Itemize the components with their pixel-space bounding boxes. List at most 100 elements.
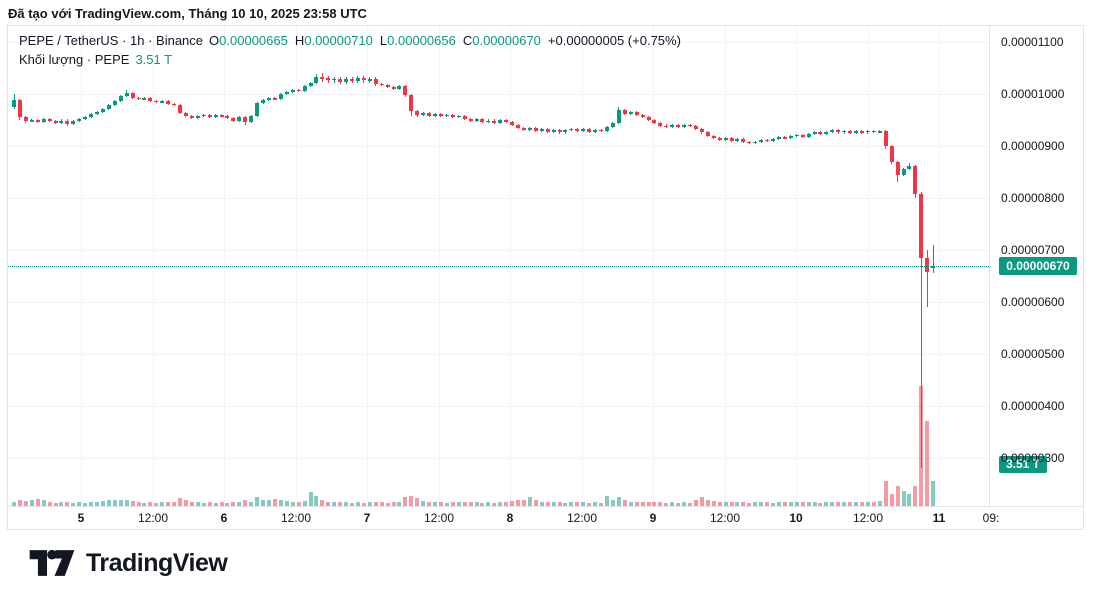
candle-body bbox=[818, 132, 823, 135]
candle-body bbox=[338, 78, 343, 82]
time-axis[interactable]: 5 12:00 6 12:00 7 12:00 8 12:00 9 12:00 10 12:00 11 0… bbox=[8, 506, 1083, 529]
candle-body bbox=[118, 96, 123, 102]
volume-bar bbox=[409, 496, 414, 506]
volume-bar bbox=[557, 502, 562, 506]
tradingview-logo[interactable]: TradingView bbox=[28, 546, 228, 580]
candle-body bbox=[433, 113, 438, 116]
legend-symbol-row[interactable]: PEPE / TetherUS · 1h · Binance O0.0000066… bbox=[19, 31, 681, 50]
candle-body bbox=[581, 129, 586, 132]
volume-bar bbox=[794, 501, 799, 506]
volume-bar bbox=[640, 501, 645, 506]
volume-bar bbox=[622, 500, 627, 506]
time-axis-label: 12:00 bbox=[566, 511, 598, 525]
volume-bar bbox=[195, 502, 200, 506]
candle-body bbox=[593, 129, 598, 132]
candle-body bbox=[747, 141, 752, 144]
volume-bar bbox=[931, 481, 936, 506]
volume-bar bbox=[415, 498, 420, 506]
volume-bar bbox=[308, 492, 313, 506]
volume-bar bbox=[344, 502, 349, 506]
candle-body bbox=[498, 120, 503, 123]
price-axis-label: 0.00000700 bbox=[1001, 243, 1065, 257]
time-axis-label: 11 bbox=[932, 511, 946, 525]
candle-body bbox=[812, 132, 817, 135]
last-price-badge: 0.00000670 bbox=[999, 256, 1077, 275]
candle-wick bbox=[321, 73, 323, 82]
candle-body bbox=[836, 130, 841, 133]
volume-bar bbox=[765, 502, 770, 506]
volume-bar bbox=[201, 503, 206, 506]
volume-bar bbox=[350, 503, 354, 506]
volume-bar bbox=[753, 502, 758, 506]
chart-widget: PEPE / TetherUS · 1h · Binance O0.0000066… bbox=[7, 25, 1084, 530]
low-value: 0.00000656 bbox=[387, 33, 456, 48]
candle-body bbox=[59, 120, 64, 123]
volume-bar bbox=[332, 502, 337, 506]
candle-body bbox=[326, 78, 331, 81]
price-gridline bbox=[8, 250, 989, 251]
symbol-title[interactable]: PEPE / TetherUS · 1h · Binance bbox=[19, 33, 204, 48]
volume-bar bbox=[178, 498, 183, 506]
candle-body bbox=[35, 120, 40, 122]
candle-body bbox=[261, 100, 266, 103]
price-axis[interactable]: 0.00000670 3.51 T 0.00001100 0.00001000 0.… bbox=[989, 26, 1083, 506]
volume-bar bbox=[450, 502, 455, 506]
candle-body bbox=[652, 120, 657, 124]
candle-body bbox=[124, 93, 129, 97]
candle-body bbox=[468, 118, 473, 122]
volume-bar bbox=[545, 502, 550, 506]
volume-bar bbox=[261, 499, 266, 506]
volume-bar bbox=[361, 503, 366, 506]
candle-body bbox=[794, 134, 799, 137]
legend-volume-row[interactable]: Khối lượng · PEPE 3.51 T bbox=[19, 50, 681, 69]
candle-body bbox=[723, 137, 728, 140]
volume-bar bbox=[806, 501, 811, 506]
volume-bar bbox=[486, 502, 491, 506]
candle-body bbox=[705, 132, 710, 137]
last-price-line bbox=[8, 266, 989, 267]
candle-body bbox=[302, 85, 307, 91]
candle-body bbox=[735, 139, 740, 141]
volume-bar bbox=[913, 486, 918, 506]
volume-bar bbox=[17, 500, 22, 506]
volume-bar bbox=[830, 501, 835, 506]
candle-body bbox=[682, 124, 687, 127]
tradingview-logo-text: TradingView bbox=[86, 548, 228, 577]
candle-body bbox=[379, 83, 384, 86]
candle-body bbox=[350, 79, 354, 81]
candle-body bbox=[877, 131, 882, 133]
volume-bar bbox=[895, 486, 900, 506]
price-axis-label: 0.00000400 bbox=[1001, 399, 1065, 413]
candle-body bbox=[575, 128, 580, 132]
volume-bar bbox=[23, 501, 28, 506]
tradingview-logo-icon bbox=[29, 549, 75, 576]
candle-wick bbox=[932, 244, 934, 273]
candle-body bbox=[516, 125, 521, 128]
price-axis-label: 0.00001000 bbox=[1001, 87, 1065, 101]
price-gridline bbox=[8, 94, 989, 95]
candle-body bbox=[539, 129, 544, 131]
candle-body bbox=[771, 138, 776, 142]
close-value: 0.00000670 bbox=[472, 33, 541, 48]
time-axis-label: 7 bbox=[363, 511, 371, 525]
volume-bar bbox=[854, 501, 859, 506]
volume-bar bbox=[747, 503, 752, 506]
volume-bar bbox=[705, 499, 710, 506]
candle-body bbox=[889, 146, 894, 162]
volume-bar bbox=[480, 503, 485, 506]
time-axis-label: 12:00 bbox=[852, 511, 884, 525]
candle-body bbox=[391, 87, 396, 89]
volume-bar bbox=[130, 501, 135, 506]
volume-bar bbox=[533, 500, 538, 506]
volume-bar bbox=[83, 503, 88, 506]
volume-bar bbox=[587, 503, 592, 506]
volume-bar bbox=[89, 502, 94, 506]
price-gridline bbox=[8, 354, 989, 355]
chart-pane[interactable] bbox=[8, 26, 989, 506]
candle-body bbox=[729, 137, 734, 141]
volume-bar bbox=[865, 502, 870, 506]
candle-body bbox=[444, 114, 449, 117]
candle-body bbox=[438, 113, 443, 117]
volume-bar bbox=[628, 501, 633, 506]
